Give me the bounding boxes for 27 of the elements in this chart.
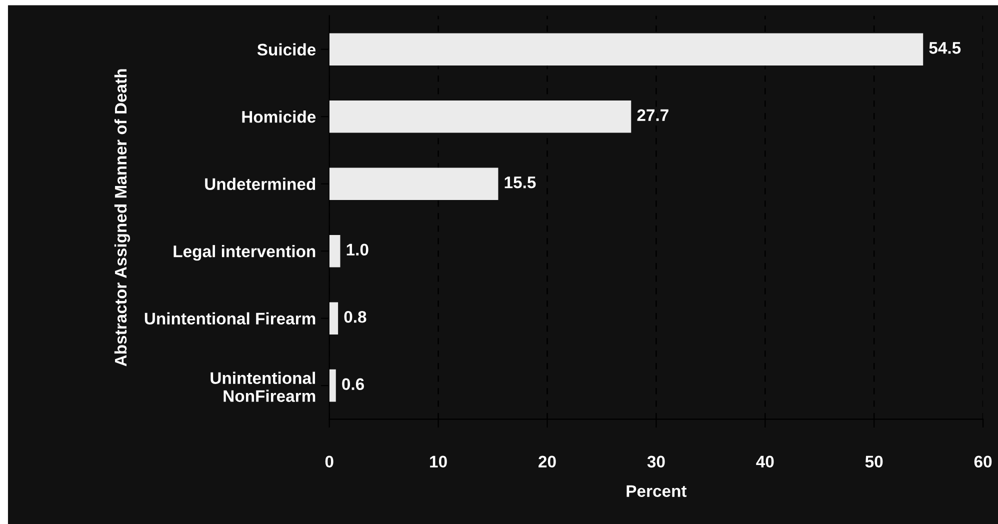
y-tick-label: Homicide <box>242 110 316 123</box>
bar <box>329 168 498 200</box>
x-tick-label: 20 <box>538 456 556 468</box>
bar <box>329 100 632 133</box>
x-tick-label: 40 <box>756 456 774 468</box>
y-tick-label: Suicide <box>257 43 316 56</box>
data-label: 27.7 <box>637 109 668 121</box>
data-label: 1.0 <box>346 244 368 256</box>
x-tick-label: 60 <box>974 456 992 468</box>
data-label: 0.8 <box>344 311 366 323</box>
y-axis-title: Abstractor Assigned Manner of Death <box>114 69 130 366</box>
y-tick-label: Unintentional Firearm <box>144 312 316 325</box>
x-tick-label: 50 <box>865 456 883 468</box>
x-tick-label: 10 <box>430 456 447 468</box>
bar <box>329 369 336 402</box>
bar <box>329 33 924 66</box>
data-label: 15.5 <box>504 176 536 188</box>
y-tick-label: Unintentional NonFirearm <box>210 372 316 402</box>
y-tick-label: Undetermined <box>205 178 316 190</box>
bar <box>329 302 338 334</box>
data-label: 54.5 <box>929 42 961 54</box>
x-tick-label: 0 <box>325 456 334 468</box>
bar <box>329 234 340 268</box>
data-label: 0.6 <box>342 378 364 390</box>
y-tick-label: Legal intervention <box>174 245 316 261</box>
x-tick-label: 30 <box>647 456 665 468</box>
x-axis-title: Percent <box>626 485 687 497</box>
